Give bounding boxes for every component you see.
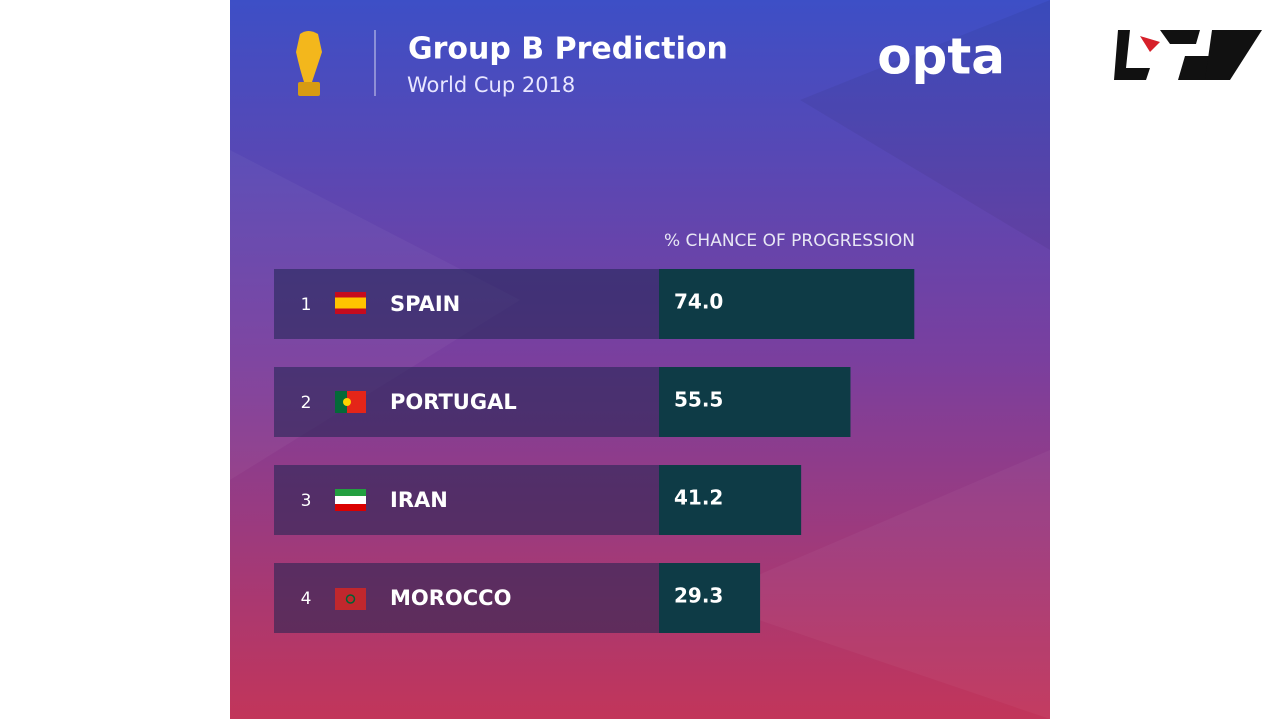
brand-logo: opta xyxy=(877,28,1005,86)
site-logo xyxy=(1114,30,1262,80)
value-label: 55.5 xyxy=(674,388,723,412)
row-background xyxy=(274,269,659,339)
category-label: MOROCCO xyxy=(390,586,511,610)
pattern xyxy=(700,450,1050,719)
category-label: IRAN xyxy=(390,488,448,512)
rank-label: 4 xyxy=(301,589,312,609)
bar xyxy=(659,367,851,437)
rank-label: 3 xyxy=(301,491,312,511)
value-label: 74.0 xyxy=(674,290,723,314)
rank-label: 2 xyxy=(301,393,312,413)
row-background xyxy=(274,465,659,535)
value-label: 41.2 xyxy=(674,486,723,510)
flags xyxy=(335,292,366,610)
bar xyxy=(659,269,915,339)
chart-title: Group B Prediction xyxy=(408,32,728,67)
pattern xyxy=(800,0,1050,250)
category-label: PORTUGAL xyxy=(390,390,517,414)
bar xyxy=(659,465,802,535)
bar xyxy=(659,563,761,633)
value-label: 29.3 xyxy=(674,584,723,608)
axis-label: % CHANCE OF PROGRESSION xyxy=(664,231,915,251)
trophy-icon xyxy=(296,31,322,96)
rank-label: 1 xyxy=(301,295,312,315)
category-label: SPAIN xyxy=(390,292,460,316)
chart-subtitle: World Cup 2018 xyxy=(407,73,575,97)
